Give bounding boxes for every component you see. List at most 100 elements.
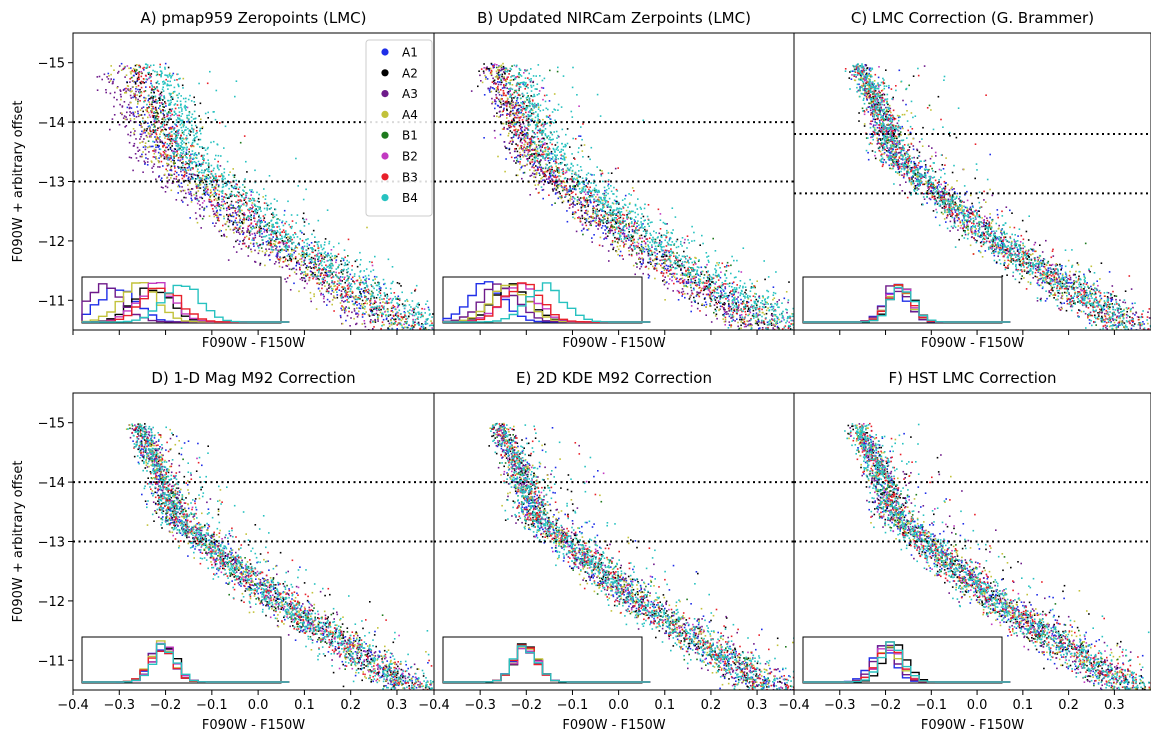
data-point-B4 bbox=[201, 170, 203, 172]
data-point-A4 bbox=[692, 283, 694, 285]
data-point-A3 bbox=[200, 227, 202, 229]
data-point-A2 bbox=[301, 277, 303, 279]
data-point-B4 bbox=[262, 239, 264, 241]
data-point-A2 bbox=[403, 316, 405, 318]
data-point-A4 bbox=[390, 320, 392, 322]
panel-a: A) pmap959 Zeropoints (LMC)F090W - F150W… bbox=[11, 9, 508, 351]
data-point-A1 bbox=[339, 289, 341, 291]
data-point-A1 bbox=[396, 328, 398, 330]
data-point-B3 bbox=[334, 281, 336, 283]
data-point-B4 bbox=[372, 286, 374, 288]
data-point-A1 bbox=[725, 288, 727, 290]
data-point-B4 bbox=[254, 170, 256, 172]
data-point-A1 bbox=[549, 174, 551, 176]
data-point-B4 bbox=[286, 234, 288, 236]
data-point-A2 bbox=[530, 95, 532, 97]
data-point-A1 bbox=[483, 137, 485, 139]
data-point-A4 bbox=[534, 148, 536, 150]
data-point-A3 bbox=[213, 214, 215, 216]
data-point-B4 bbox=[324, 253, 326, 255]
data-point-A4 bbox=[158, 162, 160, 164]
data-point-A1 bbox=[573, 201, 575, 203]
data-point-B4 bbox=[417, 318, 419, 320]
data-point-A1 bbox=[141, 154, 143, 156]
data-point-A4 bbox=[130, 71, 132, 73]
data-point-B4 bbox=[190, 168, 192, 170]
data-point-B3 bbox=[149, 130, 151, 132]
data-point-A1 bbox=[667, 268, 669, 270]
data-point-A3 bbox=[512, 141, 514, 143]
legend-label-A1: A1 bbox=[402, 46, 418, 60]
data-point-A4 bbox=[613, 221, 615, 223]
data-point-B4 bbox=[406, 327, 408, 329]
data-point-A2 bbox=[766, 313, 768, 315]
data-point-A3 bbox=[763, 331, 765, 333]
data-point-B4 bbox=[251, 189, 253, 191]
data-point-B4 bbox=[333, 276, 335, 278]
data-point-B3 bbox=[154, 86, 156, 88]
data-point-A1 bbox=[237, 224, 239, 226]
data-point-B2 bbox=[172, 140, 174, 142]
data-point-A4 bbox=[170, 161, 172, 163]
data-point-A2 bbox=[607, 235, 609, 237]
data-point-B4 bbox=[363, 270, 365, 272]
data-point-B4 bbox=[165, 119, 167, 121]
data-point-B4 bbox=[274, 216, 276, 218]
data-point-B2 bbox=[165, 151, 167, 153]
data-point-A2 bbox=[706, 286, 708, 288]
data-point-B4 bbox=[237, 191, 239, 193]
data-point-B4 bbox=[229, 182, 231, 184]
data-point-B4 bbox=[350, 288, 352, 290]
data-point-A1 bbox=[462, 331, 464, 333]
y-tick-label: −15 bbox=[38, 57, 65, 72]
data-point-B4 bbox=[291, 243, 293, 245]
data-point-A2 bbox=[142, 111, 144, 113]
data-point-A2 bbox=[582, 218, 584, 220]
data-point-B4 bbox=[348, 276, 350, 278]
data-point-A1 bbox=[522, 101, 524, 103]
data-point-A4 bbox=[243, 220, 245, 222]
data-point-A3 bbox=[282, 267, 284, 269]
data-point-B3 bbox=[299, 269, 301, 271]
data-point-A1 bbox=[272, 236, 274, 238]
data-point-A1 bbox=[665, 268, 667, 270]
data-point-B4 bbox=[417, 307, 419, 309]
data-point-B4 bbox=[214, 193, 216, 195]
data-point-B4 bbox=[411, 292, 413, 294]
data-point-B4 bbox=[180, 104, 182, 106]
data-point-B4 bbox=[364, 306, 366, 308]
data-point-A2 bbox=[200, 103, 202, 105]
data-point-B2 bbox=[323, 298, 325, 300]
data-point-B4 bbox=[165, 135, 167, 137]
data-point-A1 bbox=[744, 331, 746, 333]
data-point-A4 bbox=[307, 269, 309, 271]
data-point-A3 bbox=[329, 301, 331, 303]
data-point-A2 bbox=[235, 241, 237, 243]
data-point-A3 bbox=[254, 250, 256, 252]
data-point-B1 bbox=[458, 332, 460, 334]
data-point-A4 bbox=[184, 190, 186, 192]
data-point-B3 bbox=[295, 256, 297, 258]
data-point-A3 bbox=[134, 130, 136, 132]
data-point-A4 bbox=[498, 116, 500, 118]
data-point-B3 bbox=[381, 305, 383, 307]
data-point-A4 bbox=[268, 244, 270, 246]
data-point-B4 bbox=[160, 126, 162, 128]
data-point-B3 bbox=[175, 108, 177, 110]
data-point-B4 bbox=[304, 271, 306, 273]
data-point-A3 bbox=[749, 335, 751, 337]
data-point-B3 bbox=[151, 88, 153, 90]
data-point-B4 bbox=[260, 210, 262, 212]
data-point-A1 bbox=[738, 302, 740, 304]
data-point-B4 bbox=[180, 142, 182, 144]
data-point-B4 bbox=[330, 265, 332, 267]
data-point-B3 bbox=[374, 301, 376, 303]
data-point-B4 bbox=[223, 218, 225, 220]
data-point-B4 bbox=[283, 225, 285, 227]
data-point-B4 bbox=[166, 75, 168, 77]
data-point-B4 bbox=[297, 185, 299, 187]
data-point-A1 bbox=[501, 95, 503, 97]
data-point-A4 bbox=[652, 266, 654, 268]
data-point-A3 bbox=[700, 292, 702, 294]
data-point-B4 bbox=[186, 147, 188, 149]
